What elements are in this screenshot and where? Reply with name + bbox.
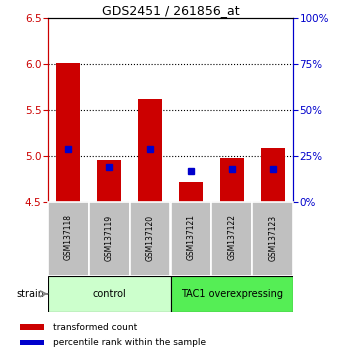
Bar [170, 202, 211, 276]
Text: transformed count: transformed count [54, 323, 138, 332]
Bar [20, 325, 44, 330]
Text: control: control [92, 289, 126, 299]
Bar [220, 158, 244, 202]
Text: GSM137119: GSM137119 [105, 215, 114, 261]
Bar [138, 99, 162, 202]
Title: GDS2451 / 261856_at: GDS2451 / 261856_at [102, 4, 239, 17]
Bar [130, 202, 170, 276]
Bar [56, 63, 80, 202]
Bar [252, 202, 293, 276]
Bar [89, 202, 130, 276]
Text: GSM137120: GSM137120 [146, 215, 154, 261]
Bar [179, 182, 203, 202]
Text: TAC1 overexpressing: TAC1 overexpressing [181, 289, 283, 299]
Text: GSM137122: GSM137122 [227, 215, 236, 261]
Bar [48, 202, 89, 276]
Text: GSM137118: GSM137118 [64, 215, 73, 261]
Text: strain: strain [16, 289, 44, 299]
Bar [261, 148, 285, 202]
Bar [48, 276, 170, 312]
Bar [20, 340, 44, 345]
Bar [97, 160, 121, 202]
Bar [170, 276, 293, 312]
Text: GSM137123: GSM137123 [268, 215, 277, 261]
Bar [211, 202, 252, 276]
Text: GSM137121: GSM137121 [187, 215, 195, 261]
Text: percentile rank within the sample: percentile rank within the sample [54, 338, 207, 347]
